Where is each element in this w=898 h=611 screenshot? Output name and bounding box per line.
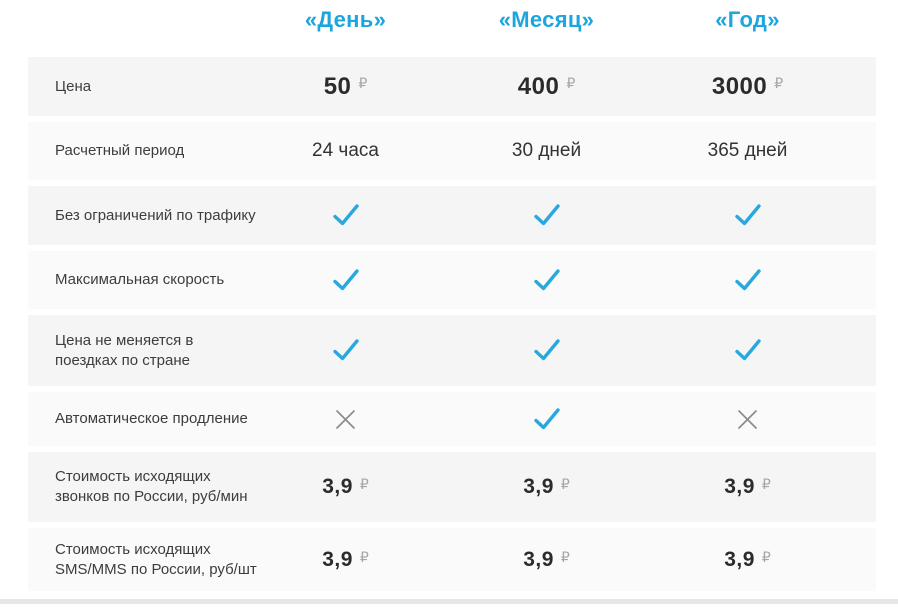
column-title: «Месяц» [498, 7, 595, 32]
row-label: Максимальная скорость [55, 271, 225, 288]
check-icon [533, 204, 560, 227]
price-value: 3,9 [724, 475, 755, 498]
table-header-row: «День» «Месяц» «Год» [28, 0, 876, 57]
currency-symbol: ₽ [359, 477, 369, 493]
cell-period-month: 30 дней [446, 140, 647, 162]
row-label: Цена не меняется в поездках по стране [55, 331, 194, 369]
check-icon [734, 339, 761, 362]
cell-price-year: 3000 ₽ [647, 72, 848, 100]
check-icon [533, 268, 560, 292]
currency-symbol: ₽ [566, 75, 576, 92]
check-icon [533, 339, 560, 362]
table-row-sms-cost: Стоимость исходящих SMS/MMS по России, р… [28, 528, 876, 591]
currency-symbol: ₽ [359, 549, 369, 566]
column-title: «День» [304, 7, 387, 32]
cell-period-year: 365 дней [647, 140, 848, 162]
cross-icon [335, 409, 356, 430]
check-icon [332, 204, 359, 227]
text-value: 30 дней [511, 140, 582, 161]
currency-symbol: ₽ [774, 75, 784, 92]
row-label: Стоимость исходящих звонков по России, р… [55, 468, 248, 505]
check-icon [332, 339, 359, 362]
cell-period-day: 24 часа [245, 140, 446, 162]
cell-price-month: 400 ₽ [446, 72, 647, 100]
currency-symbol: ₽ [761, 477, 771, 493]
price-value: 3,9 [523, 475, 554, 498]
table-row-calls-cost: Стоимость исходящих звонков по России, р… [28, 452, 876, 522]
price-value: 3,9 [523, 547, 554, 571]
row-label: Стоимость исходящих SMS/MMS по России, р… [55, 540, 257, 578]
price-value: 3,9 [322, 547, 353, 571]
check-icon [734, 268, 761, 292]
cell-price-day: 50 ₽ [245, 72, 446, 100]
row-label: Расчетный период [55, 142, 185, 159]
tariff-comparison-table: «День» «Месяц» «Год» Цена 50 ₽ 400 ₽ 3000 ₽ [28, 0, 876, 591]
table-row-unlimited-traffic: Без ограничений по трафику [28, 186, 876, 245]
column-header-day: «День» [245, 7, 446, 33]
text-value: 24 часа [312, 140, 379, 161]
cross-icon [737, 409, 758, 430]
currency-symbol: ₽ [761, 549, 771, 566]
check-icon [533, 407, 560, 431]
price-value: 3,9 [322, 475, 353, 498]
currency-symbol: ₽ [560, 549, 570, 566]
price-value: 3,9 [724, 547, 755, 571]
table-row-fixed-price-travel: Цена не меняется в поездках по стране [28, 315, 876, 386]
column-title: «Год» [715, 7, 780, 32]
row-label: Автоматическое продление [55, 410, 248, 427]
price-value: 400 [517, 72, 560, 100]
section-divider [0, 599, 898, 604]
check-icon [332, 268, 359, 292]
price-value: 50 [323, 72, 352, 100]
column-header-year: «Год» [647, 7, 848, 33]
table-row-price: Цена 50 ₽ 400 ₽ 3000 ₽ [28, 57, 876, 116]
table-row-billing-period: Расчетный период 24 часа 30 дней 365 дне… [28, 122, 876, 180]
currency-symbol: ₽ [560, 477, 570, 493]
currency-symbol: ₽ [358, 75, 368, 92]
price-value: 3000 [711, 72, 768, 100]
text-value: 365 дней [707, 140, 788, 161]
table-row-auto-renewal: Автоматическое продление [28, 392, 876, 446]
row-label: Цена [55, 77, 92, 95]
check-icon [734, 204, 761, 227]
table-row-max-speed: Максимальная скорость [28, 251, 876, 309]
row-label: Без ограничений по трафику [55, 206, 256, 224]
column-header-month: «Месяц» [446, 7, 647, 33]
